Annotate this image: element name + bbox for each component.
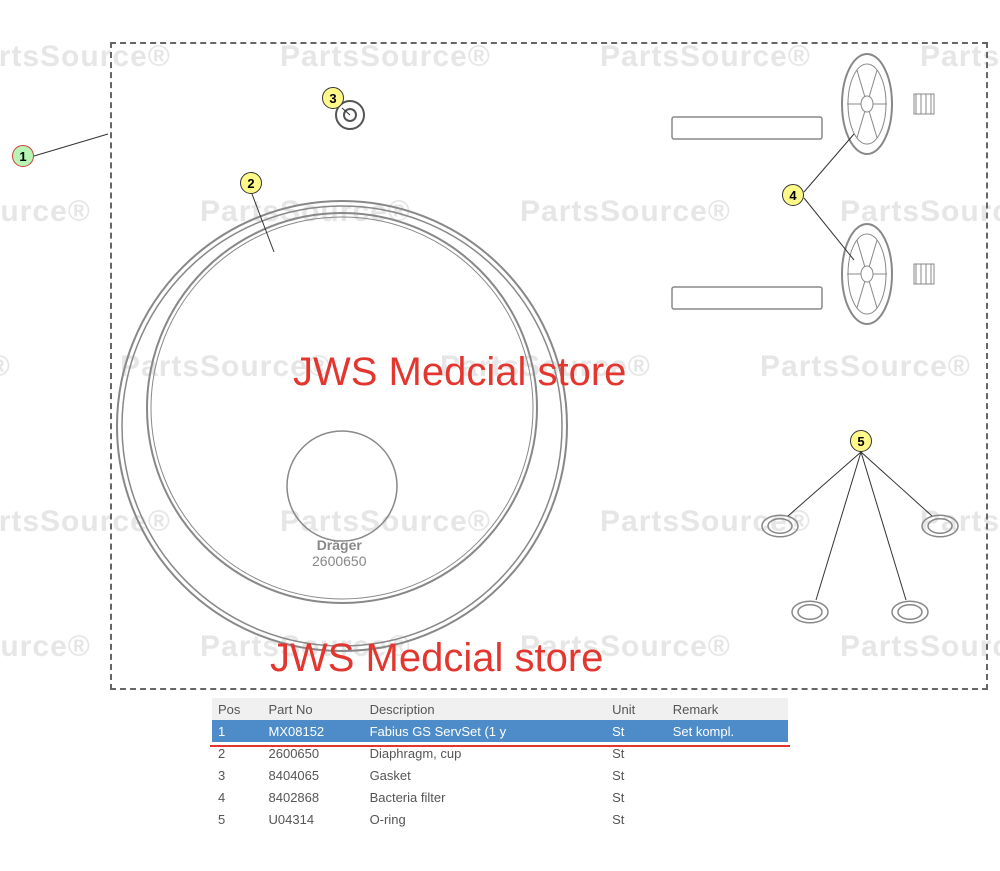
parts-table-area: PosPart NoDescriptionUnitRemark 1MX08152… — [212, 698, 788, 830]
brand-number: 2600650 — [312, 553, 367, 569]
callout-5: 5 — [850, 430, 872, 452]
table-header-cell: Description — [364, 698, 607, 720]
table-cell: St — [606, 808, 667, 830]
table-header-cell: Pos — [212, 698, 263, 720]
brand-label: Dräger 2600650 — [312, 537, 367, 569]
table-cell: Gasket — [364, 764, 607, 786]
table-header-cell: Remark — [667, 698, 788, 720]
table-cell: St — [606, 720, 667, 742]
table-cell — [667, 764, 788, 786]
table-cell: 1 — [212, 720, 263, 742]
watermark-text: PartsSource® — [0, 350, 11, 384]
table-cell: Bacteria filter — [364, 786, 607, 808]
table-cell: Set kompl. — [667, 720, 788, 742]
table-header-cell: Unit — [606, 698, 667, 720]
table-cell: Fabius GS ServSet (1 y — [364, 720, 607, 742]
table-cell — [667, 786, 788, 808]
table-cell: 8404065 — [263, 764, 364, 786]
table-cell: 8402868 — [263, 786, 364, 808]
table-header-cell: Part No — [263, 698, 364, 720]
table-row: 48402868Bacteria filterSt — [212, 786, 788, 808]
table-cell: 3 — [212, 764, 263, 786]
table-cell: St — [606, 764, 667, 786]
table-cell: U04314 — [263, 808, 364, 830]
callout-3: 3 — [322, 87, 344, 109]
table-cell: 4 — [212, 786, 263, 808]
table-header-row: PosPart NoDescriptionUnitRemark — [212, 698, 788, 720]
table-cell: MX08152 — [263, 720, 364, 742]
table-cell — [667, 808, 788, 830]
callout-2: 2 — [240, 172, 262, 194]
table-row: 38404065GasketSt — [212, 764, 788, 786]
table-row: 1MX08152Fabius GS ServSet (1 yStSet komp… — [212, 720, 788, 742]
highlight-underline — [210, 745, 790, 747]
callout-4: 4 — [782, 184, 804, 206]
brand-name: Dräger — [312, 537, 367, 553]
callout-1: 1 — [12, 145, 34, 167]
store-overlay-text: JWS Medcial store — [270, 636, 603, 681]
parts-table: PosPart NoDescriptionUnitRemark 1MX08152… — [212, 698, 788, 830]
table-cell: St — [606, 786, 667, 808]
store-overlay-text: JWS Medcial store — [293, 350, 626, 395]
table-row: 5U04314O-ringSt — [212, 808, 788, 830]
table-cell: O-ring — [364, 808, 607, 830]
table-cell: 5 — [212, 808, 263, 830]
